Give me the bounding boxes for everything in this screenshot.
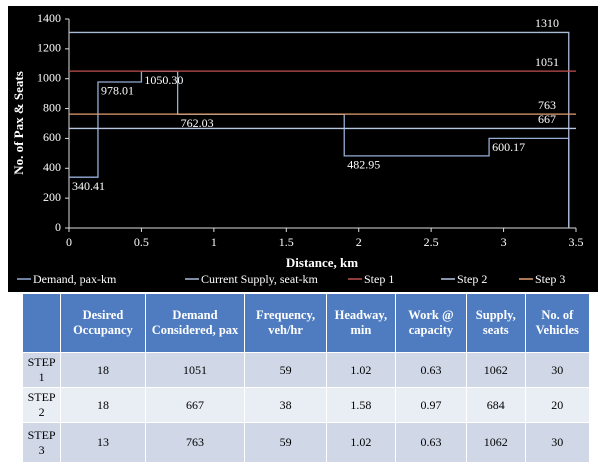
table-cell: 763 xyxy=(144,422,246,463)
y-axis-title: No. of Pax & Seats xyxy=(11,71,26,175)
table-cell: 684 xyxy=(465,387,526,423)
chart: Distance, km No. of Pax & Seats 0 200 400 6… xyxy=(8,6,598,292)
y-tick-label: 600 xyxy=(43,130,61,144)
legend-label: Step 2 xyxy=(457,272,487,286)
row-header: STEP 2 xyxy=(21,387,62,423)
column-header: No. of Vehicles xyxy=(524,293,591,353)
table-cell: 1.58 xyxy=(325,387,396,423)
table-row: STEP 1 18 1051 59 1.02 0.63 1062 30 xyxy=(21,352,591,388)
data-label: 762.03 xyxy=(181,116,214,130)
table-cell: 18 xyxy=(60,387,146,423)
legend-label: Demand, pax-km xyxy=(33,272,117,286)
table-row: STEP 2 18 667 38 1.58 0.97 684 20 xyxy=(21,387,591,423)
table-cell: 59 xyxy=(244,422,327,463)
y-tick-label: 200 xyxy=(43,190,61,204)
row-header: STEP 1 xyxy=(21,352,62,388)
y-tick-label: 400 xyxy=(43,160,61,174)
x-tick-label: 0.5 xyxy=(134,235,149,249)
table-cell: 0.97 xyxy=(394,387,467,423)
table-cell: 0.63 xyxy=(394,422,467,463)
x-tick-label: 1 xyxy=(211,235,217,249)
table-cell: 30 xyxy=(524,422,591,463)
data-label: 1051 xyxy=(535,55,559,69)
column-header: Frequency, veh/hr xyxy=(244,293,327,353)
data-label: 482.95 xyxy=(347,158,380,172)
x-tick-label: 0 xyxy=(66,235,72,249)
table-cell: 0.63 xyxy=(394,352,467,388)
chart-background xyxy=(8,6,598,292)
series-line xyxy=(69,31,570,228)
y-tick-label: 1000 xyxy=(37,70,61,84)
x-axis-title: Distance, km xyxy=(286,255,358,270)
x-tick-label: 2.5 xyxy=(424,235,439,249)
data-label: 1310 xyxy=(535,16,559,30)
y-tick-label: 1200 xyxy=(37,41,61,55)
data-label: 763 xyxy=(538,98,556,112)
table-cell: 38 xyxy=(244,387,327,423)
x-tick-label: 1.5 xyxy=(279,235,294,249)
table-cell: 1062 xyxy=(465,422,526,463)
data-label: 667 xyxy=(538,112,556,126)
row-header: STEP 3 xyxy=(21,422,62,463)
data-label: 1050.30 xyxy=(144,73,183,87)
legend-label: Step 1 xyxy=(364,272,394,286)
page: Distance, km No. of Pax & Seats 0 200 400 6… xyxy=(8,6,598,463)
legend-label: Step 3 xyxy=(535,272,565,286)
y-tick-label: 1400 xyxy=(37,11,61,25)
table-body: STEP 1 18 1051 59 1.02 0.63 1062 30 STEP 2 18 667 3… xyxy=(21,352,591,463)
data-label: 340.41 xyxy=(72,179,105,193)
table-cell: 1051 xyxy=(144,352,246,388)
table-cell: 30 xyxy=(524,352,591,388)
table-cell: 1.02 xyxy=(325,422,396,463)
column-header: Desired Occupancy xyxy=(60,293,146,353)
table-cell: 20 xyxy=(524,387,591,423)
x-tick-label: 3.5 xyxy=(569,235,584,249)
legend-label: Current Supply, seat-km xyxy=(201,272,319,286)
table-cell: 667 xyxy=(144,387,246,423)
table-cell: 13 xyxy=(60,422,146,463)
table-cell: 1.02 xyxy=(325,352,396,388)
table-cell: 59 xyxy=(244,352,327,388)
data-label: 978.01 xyxy=(101,84,134,98)
x-tick-label: 3 xyxy=(501,235,507,249)
y-tick-label: 0 xyxy=(55,220,61,234)
table-cell: 1062 xyxy=(465,352,526,388)
column-header: Demand Considered, pax xyxy=(144,293,246,353)
table-cell: 18 xyxy=(60,352,146,388)
results-table: Desired Occupancy Demand Considered, pax F… xyxy=(21,293,591,463)
column-header: Supply, seats xyxy=(465,293,526,353)
header-row: Desired Occupancy Demand Considered, pax F… xyxy=(21,293,591,353)
x-tick-label: 2 xyxy=(356,235,362,249)
column-header: Work @ capacity xyxy=(394,293,467,353)
table-row: STEP 3 13 763 59 1.02 0.63 1062 30 xyxy=(21,422,591,463)
data-label: 600.17 xyxy=(492,140,525,154)
y-tick-label: 800 xyxy=(43,100,61,114)
column-header: Headway, min xyxy=(325,293,396,353)
corner-cell xyxy=(21,293,62,353)
